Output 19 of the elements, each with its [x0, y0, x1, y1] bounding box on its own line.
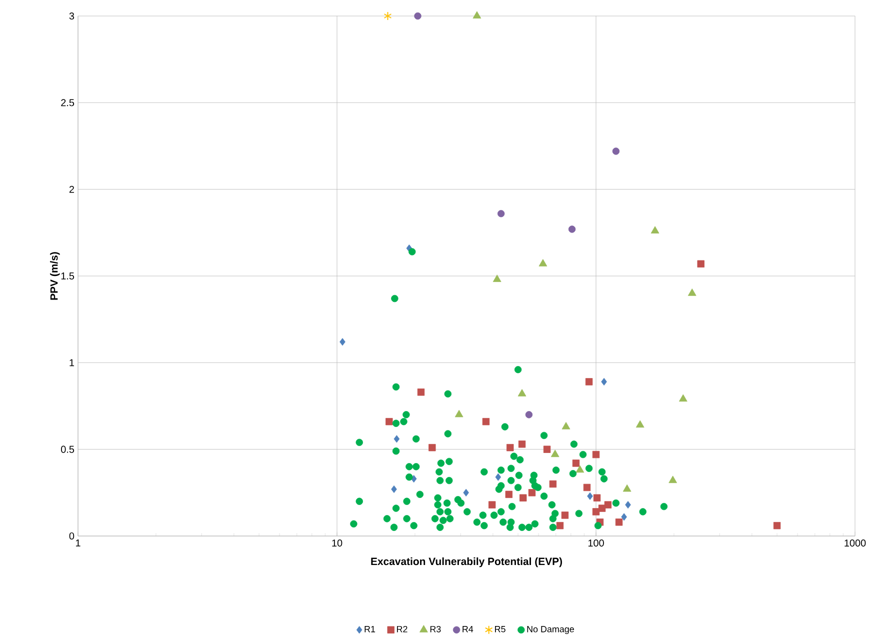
y-axis-title: PPV (m/s) — [50, 252, 60, 300]
x-tick-label: 1000 — [844, 540, 866, 547]
y-tick-label: 1.5 — [61, 272, 74, 280]
legend-label: R2 — [396, 626, 408, 632]
y-tick-label: 2.5 — [61, 99, 74, 106]
x-tick-label: 10 — [332, 540, 342, 547]
legend-label: R4 — [462, 626, 474, 632]
y-tick-label: 0 — [69, 532, 74, 540]
y-tick-label: 0.5 — [61, 446, 74, 453]
legend-label: R3 — [430, 626, 441, 632]
legend-label: R1 — [364, 626, 376, 632]
x-tick-label: 100 — [588, 540, 604, 547]
legend-label: No Damage — [527, 626, 574, 634]
x-axis-title: Excavation Vulnerabily Potential (EVP) — [371, 557, 562, 568]
y-tick-label: 2 — [69, 186, 74, 193]
legend-label: R5 — [495, 626, 506, 632]
x-tick-label: 1 — [76, 540, 80, 546]
y-tick-label: 1 — [70, 359, 74, 366]
y-tick-label: 3 — [69, 12, 74, 20]
